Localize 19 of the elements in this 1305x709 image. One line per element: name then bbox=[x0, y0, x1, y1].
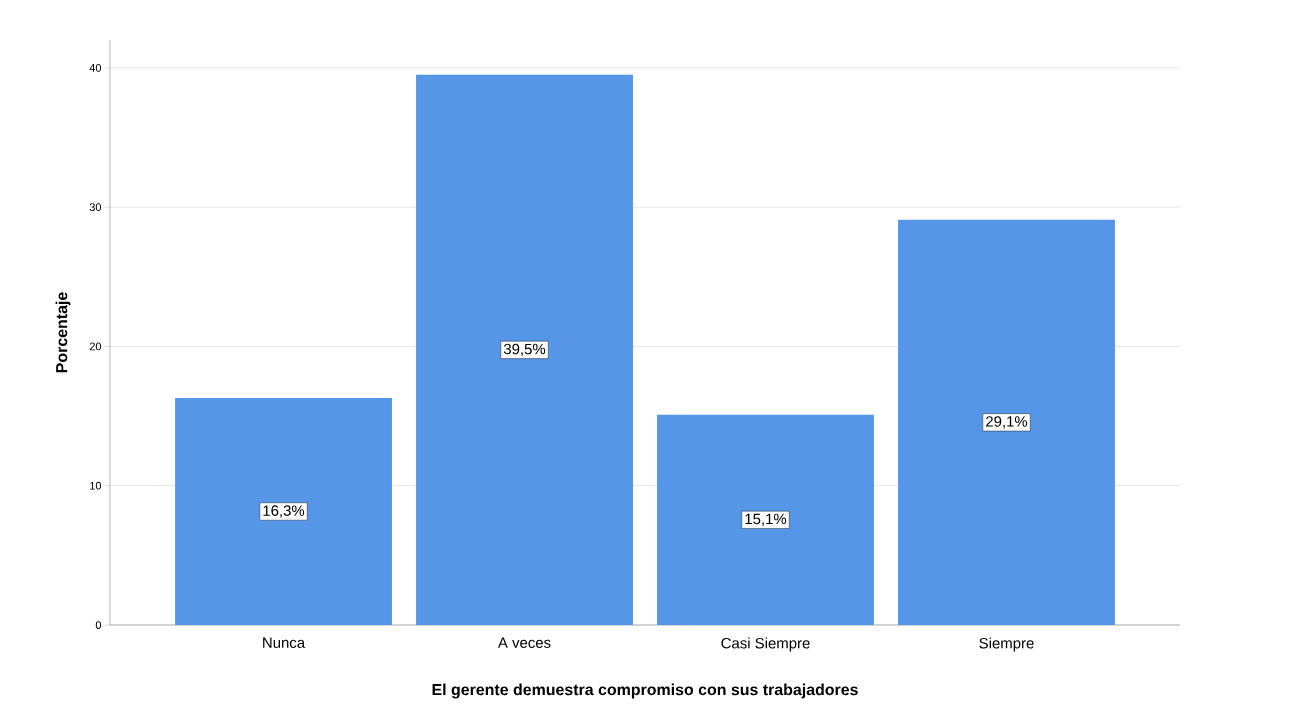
bar bbox=[175, 397, 392, 625]
x-tick-label: Nunca bbox=[263, 637, 306, 648]
data-label: 39,5% bbox=[503, 343, 546, 357]
y-tick-label: 40 bbox=[89, 63, 102, 72]
data-label: 29,1% bbox=[986, 416, 1028, 429]
y-axis-title: Porcentaje bbox=[55, 292, 71, 373]
x-tick-label: A veces bbox=[497, 637, 551, 648]
y-tick-label: 0 bbox=[95, 621, 102, 629]
y-tick-label: 20 bbox=[89, 342, 102, 351]
data-label: 16,3% bbox=[263, 505, 305, 518]
x-tick-label: Casi Siempre bbox=[721, 637, 810, 652]
bar bbox=[657, 414, 874, 625]
x-tick-label: Siempre bbox=[979, 637, 1034, 652]
bar bbox=[416, 74, 633, 625]
y-tick-label: 10 bbox=[90, 481, 102, 490]
bar bbox=[898, 219, 1115, 625]
x-axis-title: El gerente demuestra compromiso con sus trabajadores bbox=[432, 683, 858, 699]
data-label: 15,1% bbox=[745, 513, 787, 526]
y-tick-label: 30 bbox=[89, 203, 102, 212]
